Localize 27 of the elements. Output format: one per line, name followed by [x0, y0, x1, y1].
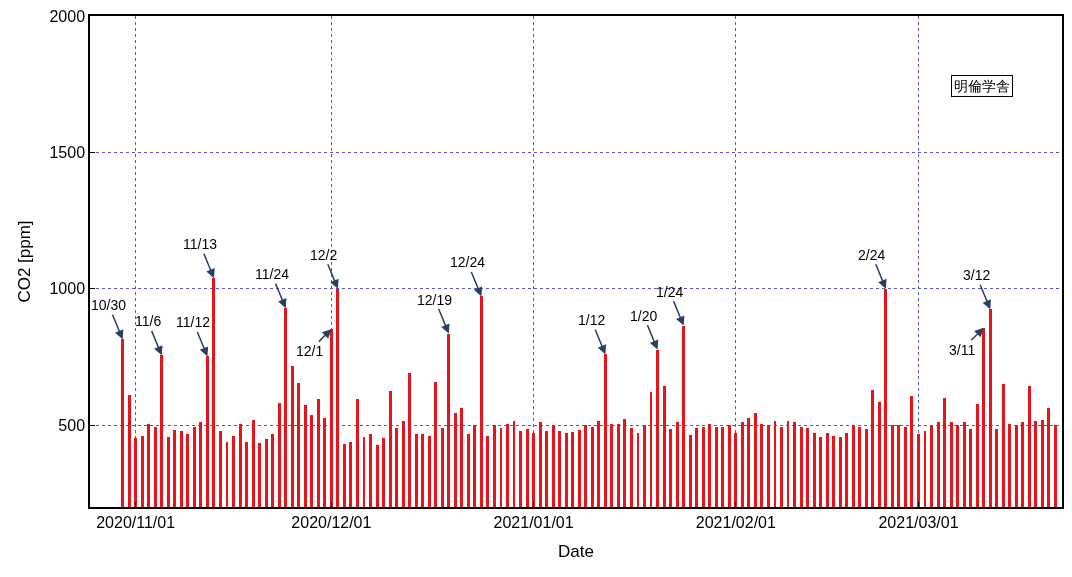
x-tick-label: 2021/03/01: [878, 513, 959, 531]
annotation: 12/19: [417, 292, 453, 308]
annotation: 12/24: [450, 254, 486, 270]
annotation: 3/12: [963, 267, 991, 283]
x-tick-label: 2021/02/01: [695, 513, 776, 531]
annotation: 2/24: [858, 247, 886, 263]
x-tick-label: 2020/11/01: [96, 513, 176, 531]
annotation: 10/30: [91, 297, 127, 313]
annotation: 3/11: [949, 342, 976, 358]
y-axis-title: CO2 [ppm]: [14, 220, 34, 303]
y-tick-label: 1000: [49, 280, 86, 298]
annotation: 11/12: [176, 314, 211, 330]
x-axis-title: Date: [558, 541, 594, 561]
y-tick-label: 2000: [49, 7, 86, 25]
x-tick-label: 2020/12/01: [291, 513, 372, 531]
y-tick-label: 1500: [49, 143, 86, 161]
annotation: 12/1: [296, 343, 324, 359]
annotation: 11/13: [183, 236, 218, 252]
annotation: 11/6: [135, 313, 162, 329]
annotation: 1/20: [630, 308, 658, 324]
annotation: 明倫学舎: [954, 78, 1010, 94]
annotation: 11/24: [255, 266, 290, 282]
annotation: 1/24: [656, 284, 684, 300]
y-tick-label: 500: [58, 416, 86, 434]
annotation: 1/12: [578, 312, 606, 328]
x-tick-label: 2021/01/01: [493, 513, 574, 531]
annotation: 12/2: [310, 247, 338, 263]
